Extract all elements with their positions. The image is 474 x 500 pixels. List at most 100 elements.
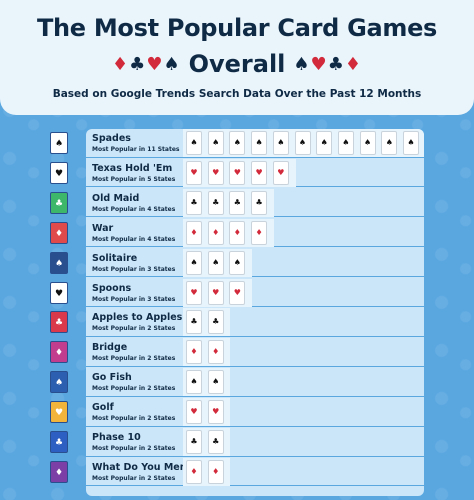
suits-left: ♦♣♥♠ xyxy=(112,54,181,75)
data-label: Most Popular in 2 States xyxy=(92,385,176,393)
data-label: Most Popular in 5 States xyxy=(92,175,176,183)
tick-label: Old Maid xyxy=(92,192,140,204)
row-label: What Do You Meme? Most Popular in 2 State… xyxy=(92,461,202,482)
game-icon: ♠ xyxy=(50,371,68,394)
chart-row: Old Maid Most Popular in 4 States ♣ ♣ ♣ ♣ xyxy=(86,188,424,218)
card-mark: ♣ xyxy=(186,310,202,335)
card-mark: ♠ xyxy=(186,131,202,155)
game-icon: ♣ xyxy=(50,431,68,453)
chart-row: What Do You Meme? Most Popular in 2 State… xyxy=(86,457,424,487)
tick-label: Bridge xyxy=(92,342,128,354)
game-icon: ♣ xyxy=(50,311,68,334)
title-line-1: The Most Popular Card Games xyxy=(36,14,438,42)
card-mark: ♠ xyxy=(337,131,354,155)
card-mark: ♦ xyxy=(186,220,202,245)
tick-label: Solitaire xyxy=(92,252,138,264)
game-icon: ♥ xyxy=(50,281,68,304)
data-label: Most Popular in 11 States xyxy=(92,146,180,153)
tick-label: Texas Hold 'Em xyxy=(92,162,173,174)
row-label: Solitaire Most Popular in 3 States xyxy=(92,253,184,273)
card-mark: ♣ xyxy=(186,430,202,454)
card-mark: ♠ xyxy=(186,370,202,395)
card-mark: ♠ xyxy=(229,250,246,275)
card-mark: ♦ xyxy=(186,340,202,365)
card-mark: ♠ xyxy=(207,131,224,155)
card-mark: ♦ xyxy=(251,220,268,245)
card-mark: ♠ xyxy=(207,370,224,395)
data-label: Most Popular in 2 States xyxy=(92,474,176,482)
diamond-icon: ♦ xyxy=(344,53,362,75)
card-mark: ♦ xyxy=(186,459,202,484)
card-mark: ♠ xyxy=(403,131,419,155)
card-mark: ♥ xyxy=(207,280,224,305)
card-mark: ♠ xyxy=(186,250,202,275)
card-mark: ♥ xyxy=(251,160,268,185)
card-mark: ♣ xyxy=(207,190,224,215)
card-mark: ♥ xyxy=(186,280,202,305)
club-icon: ♣ xyxy=(129,53,147,75)
tick-label: Apples to Apples xyxy=(92,312,183,324)
chart-row: Texas Hold 'Em Most Popular in 5 States ♥ ♥… xyxy=(86,158,424,188)
row-label: Phase 10 Most Popular in 2 States xyxy=(92,432,184,452)
chart-row: Apples to Apples Most Popular in 2 States… xyxy=(86,308,424,337)
card-mark: ♦ xyxy=(207,340,224,365)
chart-row: Golf Most Popular in 2 States ♥ ♥ xyxy=(86,398,424,427)
card-mark: ♦ xyxy=(207,220,224,245)
row-label: Bridge Most Popular in 2 States xyxy=(92,342,184,362)
row-label: Go Fish Most Popular in 2 States xyxy=(92,372,184,392)
row-label: War Most Popular in 4 States xyxy=(92,223,184,243)
tick-label: Spoons xyxy=(92,282,132,294)
card-mark: ♠ xyxy=(294,131,311,155)
data-label: Most Popular in 3 States xyxy=(92,295,176,303)
card-mark: ♠ xyxy=(229,131,246,155)
card-mark: ♠ xyxy=(381,131,398,155)
game-icon: ♣ xyxy=(50,191,68,214)
row-label: Golf Most Popular in 2 States xyxy=(92,402,184,422)
row-label: Apples to Apples Most Popular in 2 States xyxy=(92,312,184,332)
card-mark: ♠ xyxy=(207,250,224,275)
title-overall: Overall xyxy=(188,50,286,78)
chart-row: Phase 10 Most Popular in 2 States ♣ ♣ xyxy=(86,428,424,457)
chart-row: Go Fish Most Popular in 2 States ♠ ♠ xyxy=(86,368,424,397)
data-label: Most Popular in 2 States xyxy=(92,355,176,363)
spade-icon: ♠ xyxy=(163,53,181,75)
subtitle: Based on Google Trends Search Data Over … xyxy=(52,88,422,100)
tick-label: Golf xyxy=(92,402,114,414)
row-label: Spoons Most Popular in 3 States xyxy=(92,283,184,303)
header: The Most Popular Card Games ♦♣♥♠ Overall… xyxy=(0,0,474,115)
data-label: Most Popular in 4 States xyxy=(92,235,176,243)
card-mark: ♣ xyxy=(207,430,224,454)
card-mark: ♥ xyxy=(272,160,289,185)
chart-row: Bridge Most Popular in 2 States ♦ ♦ xyxy=(86,338,424,367)
row-label: Old Maid Most Popular in 4 States xyxy=(92,193,184,213)
card-mark: ♠ xyxy=(316,131,333,155)
title-line-2: ♦♣♥♠ Overall ♠♥♣♦ xyxy=(0,50,474,78)
game-icon: ♥ xyxy=(50,401,68,424)
card-mark: ♥ xyxy=(186,160,202,185)
card-mark: ♥ xyxy=(229,280,246,305)
game-icon: ♦ xyxy=(50,460,68,483)
chart-row: Solitaire Most Popular in 3 States ♠ ♠ ♠ xyxy=(86,248,424,278)
tick-label: What Do You Meme? xyxy=(92,461,202,473)
tick-label: Go Fish xyxy=(92,372,132,384)
card-mark: ♥ xyxy=(207,160,224,185)
game-icon: ♦ xyxy=(50,341,68,364)
card-mark: ♠ xyxy=(272,131,289,155)
chart-row: Spades Most Popular in 11 States ♠ ♠ ♠ ♠ ♠ ♠ ♠ ♠ ♠… xyxy=(86,129,424,158)
tick-label: War xyxy=(92,222,114,234)
card-mark: ♥ xyxy=(207,400,224,425)
chart-row: War Most Popular in 4 States ♦ ♦ ♦ ♦ xyxy=(86,218,424,248)
row-label: Spades Most Popular in 11 States xyxy=(92,133,184,153)
card-mark: ♦ xyxy=(229,220,246,245)
tick-label: Spades xyxy=(92,133,131,144)
tick-label: Phase 10 xyxy=(92,432,141,443)
card-mark: ♣ xyxy=(251,190,268,215)
chart-panel: Spades Most Popular in 11 States ♠ ♠ ♠ ♠ ♠ ♠ ♠ ♠ ♠… xyxy=(86,129,424,496)
card-mark: ♠ xyxy=(251,131,268,155)
spade-icon: ♠ xyxy=(293,53,311,75)
suits-right: ♠♥♣♦ xyxy=(293,54,362,75)
data-label: Most Popular in 3 States xyxy=(92,265,176,273)
card-mark: ♣ xyxy=(186,190,202,215)
chart-row: Spoons Most Popular in 3 States ♥ ♥ ♥ xyxy=(86,278,424,308)
data-label: Most Popular in 4 States xyxy=(92,205,176,213)
